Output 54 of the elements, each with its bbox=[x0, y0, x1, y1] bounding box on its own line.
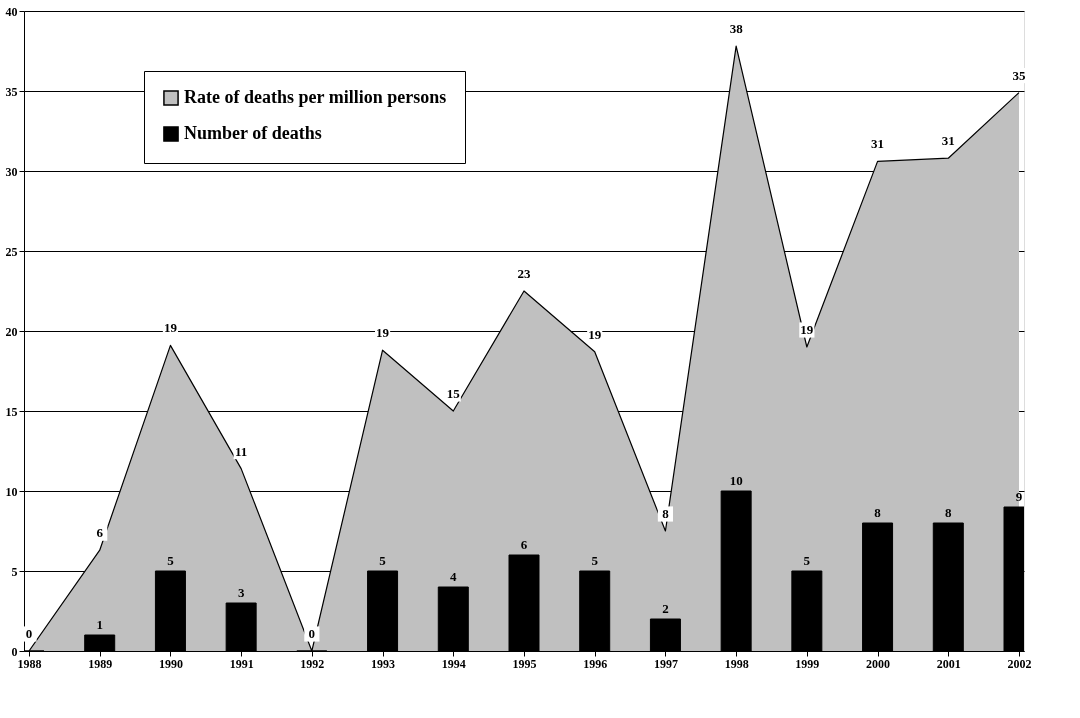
y-tick-label: 0 bbox=[11, 644, 18, 659]
data-label: 23 bbox=[517, 266, 531, 281]
data-label: 2 bbox=[662, 601, 669, 616]
data-label: 11 bbox=[234, 443, 248, 459]
x-tick-label: 2001 bbox=[936, 656, 961, 671]
data-label: 8 bbox=[874, 505, 882, 520]
data-label: 5 bbox=[591, 553, 599, 568]
legend-label: Number of deaths bbox=[184, 123, 322, 143]
data-label: 6 bbox=[520, 537, 528, 552]
legend-label: Rate of deaths per million persons bbox=[184, 87, 447, 107]
y-tick-label: 40 bbox=[5, 4, 18, 19]
x-tick-label: 1995 bbox=[512, 656, 537, 671]
x-tick-label: 1998 bbox=[724, 656, 749, 671]
data-label: 8 bbox=[945, 505, 953, 520]
y-tick-label: 5 bbox=[11, 564, 18, 579]
data-label: 19 bbox=[163, 320, 178, 336]
y-tick-label: 10 bbox=[5, 484, 18, 499]
data-label: 10 bbox=[729, 473, 743, 488]
data-label: 0 bbox=[308, 626, 316, 641]
x-tick-label: 1988 bbox=[17, 656, 42, 671]
data-label: 38 bbox=[729, 21, 744, 37]
data-label: 8 bbox=[662, 506, 670, 521]
y-tick-label: 25 bbox=[5, 244, 18, 259]
data-label: 3 bbox=[237, 585, 245, 600]
x-tick-label: 1997 bbox=[653, 656, 678, 671]
data-label: 35 bbox=[1012, 67, 1026, 83]
x-tick-label: 1991 bbox=[229, 656, 254, 671]
data-label: 0 bbox=[25, 626, 33, 641]
x-tick-label: 1999 bbox=[795, 656, 820, 671]
x-tick-label: 2002 bbox=[1007, 656, 1032, 671]
data-label: 6 bbox=[96, 525, 104, 541]
x-tick-label: 1989 bbox=[88, 656, 113, 671]
x-tick-label: 2000 bbox=[866, 656, 891, 671]
data-label: 9 bbox=[1015, 489, 1023, 504]
data-label: 1 bbox=[96, 617, 103, 632]
y-tick-label: 15 bbox=[5, 404, 18, 419]
data-label: 5 bbox=[167, 553, 175, 568]
x-tick-label: 1993 bbox=[371, 656, 396, 671]
y-tick-label: 20 bbox=[5, 324, 18, 339]
data-label: 19 bbox=[376, 325, 390, 341]
data-label: 31 bbox=[941, 133, 955, 149]
y-tick-label: 30 bbox=[5, 164, 18, 179]
data-label: 15 bbox=[446, 386, 461, 401]
data-label: 4 bbox=[450, 569, 458, 584]
x-tick-label: 1992 bbox=[300, 656, 325, 671]
y-tick-label: 35 bbox=[5, 84, 18, 99]
data-label: 19 bbox=[800, 322, 814, 337]
data-label: 5 bbox=[803, 553, 811, 568]
data-label: 5 bbox=[379, 553, 387, 568]
x-tick-label: 1990 bbox=[158, 656, 183, 671]
x-tick-label: 1994 bbox=[441, 656, 466, 671]
x-tick-label: 1996 bbox=[583, 656, 608, 671]
data-label: 19 bbox=[588, 326, 602, 342]
data-label: 31 bbox=[871, 136, 885, 152]
